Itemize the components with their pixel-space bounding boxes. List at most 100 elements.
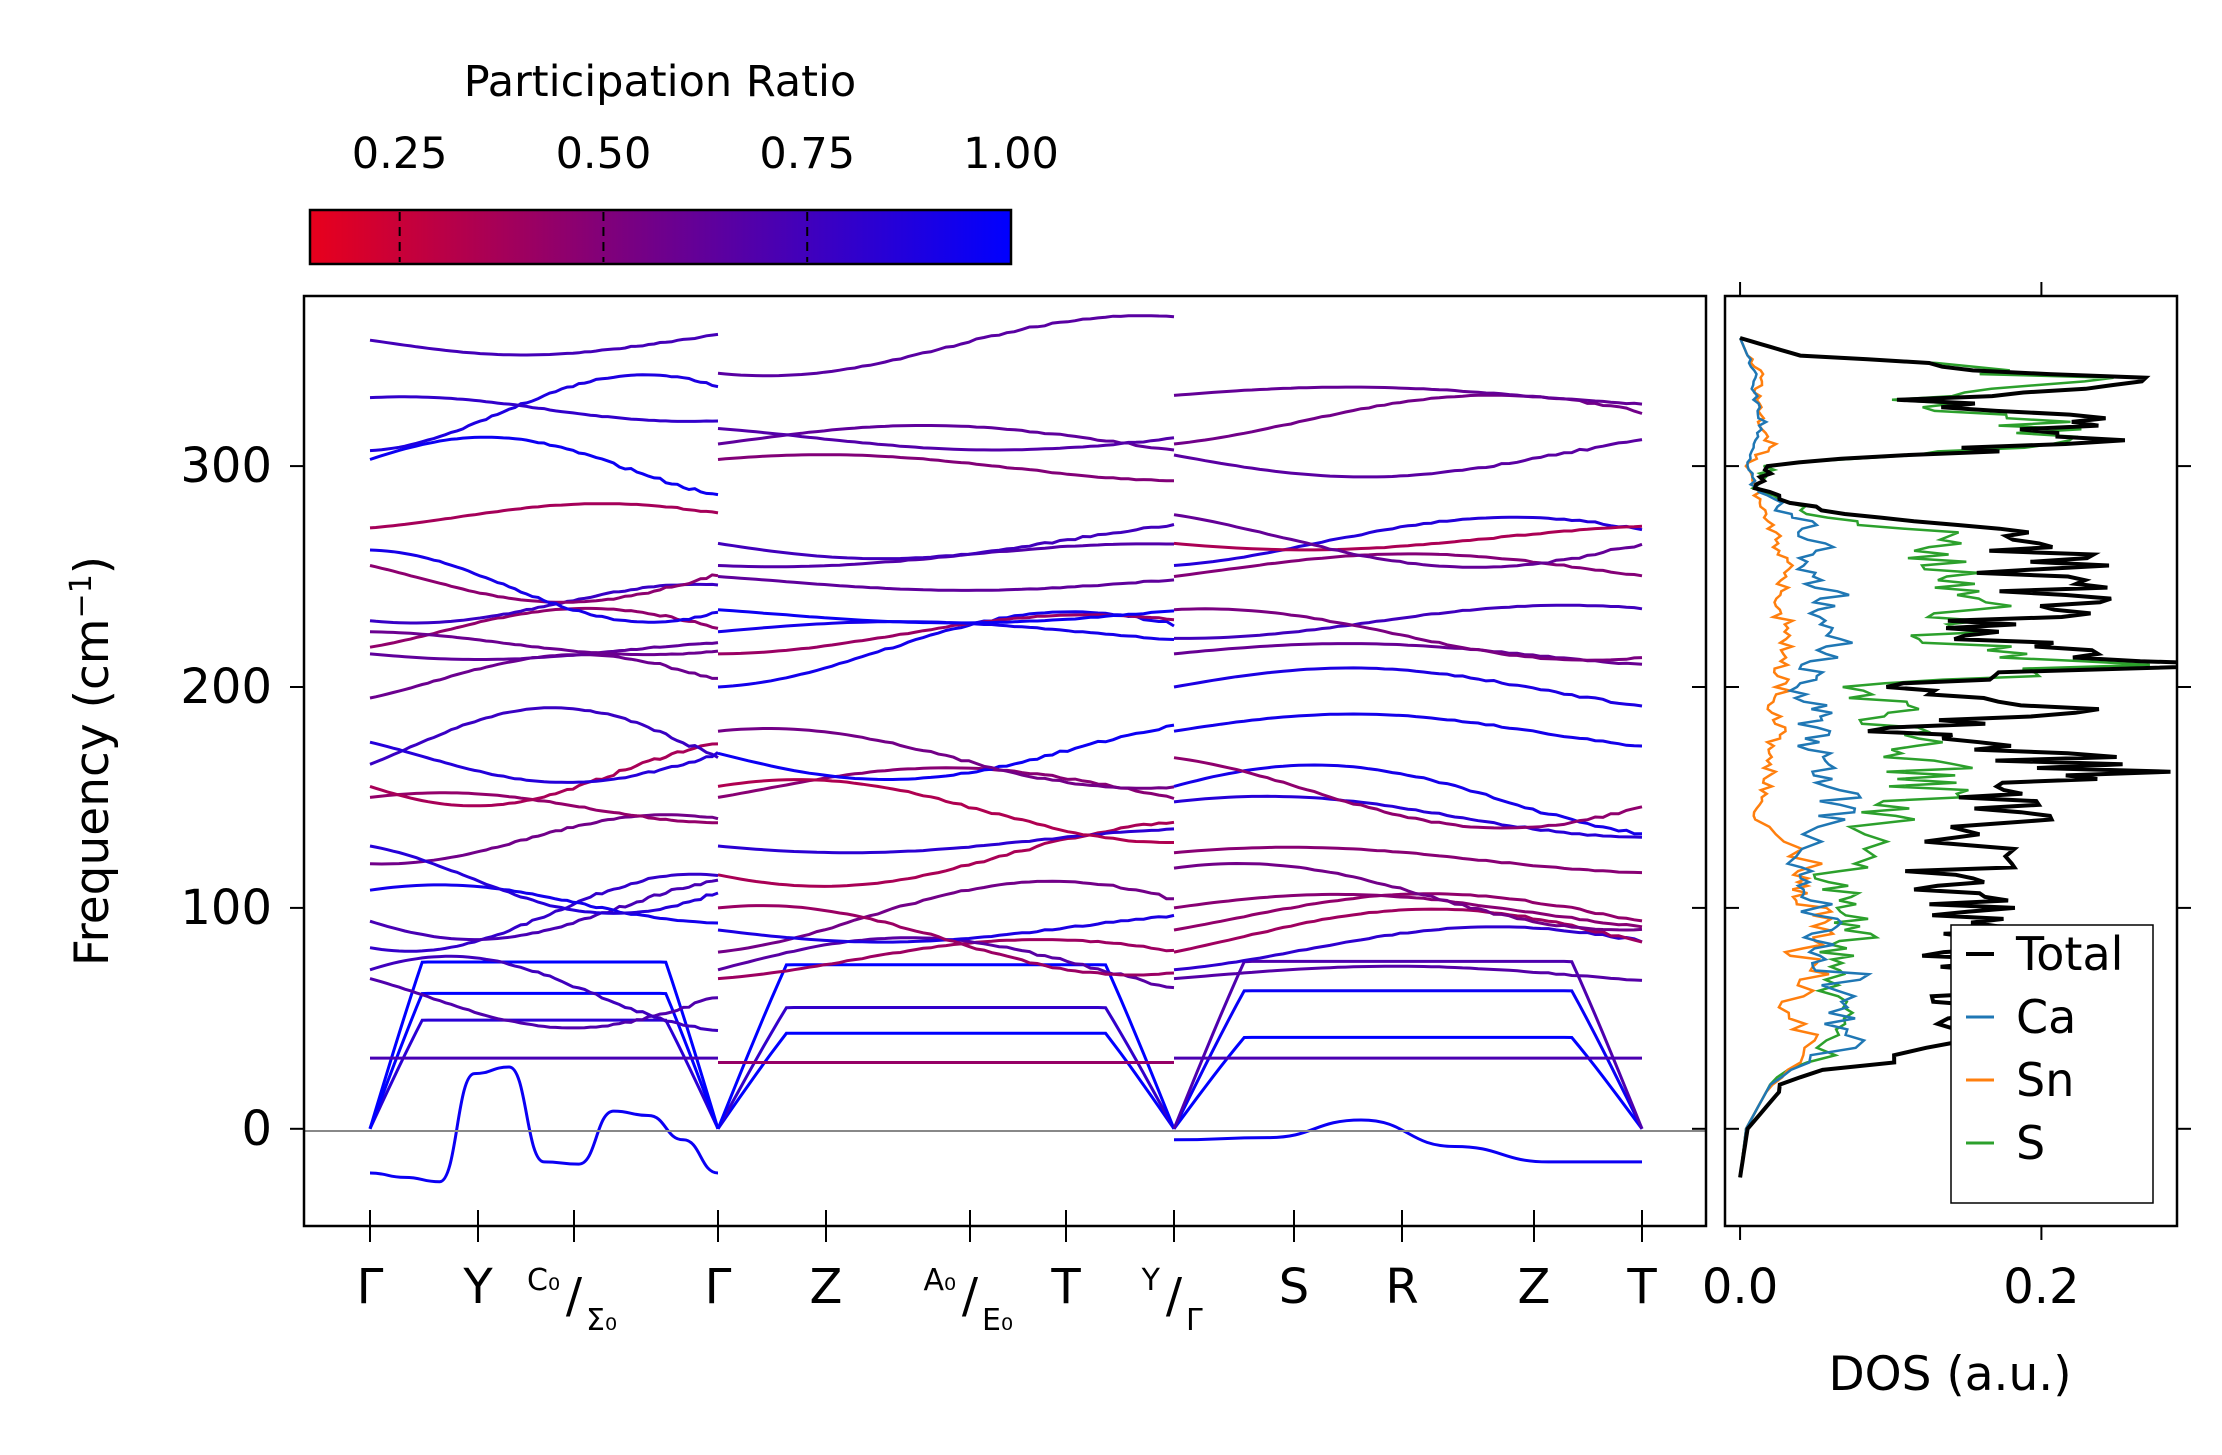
band-x-ticks: Γ Y C₀ / Σ₀Γ Z A₀ / E₀T Y / ΓS R Z T xyxy=(357,1210,1657,1338)
phonon-branch xyxy=(1172,1035,1644,1130)
phonon-branch xyxy=(369,435,719,497)
k-point-label: T xyxy=(1626,1259,1657,1315)
phonon-branch xyxy=(717,727,1175,790)
y-tick-label: 200 xyxy=(180,659,272,715)
phonon-branch xyxy=(1173,925,1643,972)
phonon-branch xyxy=(369,977,719,1030)
phonon-branch xyxy=(717,827,1175,855)
phonon-branch xyxy=(717,523,1175,561)
phonon-branch xyxy=(369,844,719,915)
phonon-branch xyxy=(717,610,1175,689)
k-point-label: Y / Γ xyxy=(1141,1263,1203,1338)
colorbar-tick-label: 0.75 xyxy=(759,129,855,179)
phonon-branch xyxy=(717,608,1175,625)
phonon-branch xyxy=(369,630,719,657)
k-point-label-sup: C₀ xyxy=(527,1263,560,1298)
colorbar-title: Participation Ratio xyxy=(464,57,857,107)
colorbar-tick-labels: 0.25 0.50 0.75 1.00 xyxy=(352,129,1059,179)
k-point-label: C₀ / Σ₀ xyxy=(527,1263,617,1338)
phonon-branch xyxy=(369,872,719,953)
phonon-branch xyxy=(369,373,719,453)
legend-frame xyxy=(1950,924,2154,1204)
phonon-branch xyxy=(716,1006,1176,1130)
phonon-branch xyxy=(368,960,720,1130)
phonon-branch xyxy=(717,820,1175,888)
phonon-branch xyxy=(1173,524,1643,552)
phonon-branch xyxy=(369,606,719,649)
k-point-label: Y xyxy=(462,1259,493,1315)
k-point-label-sup: Y xyxy=(1141,1263,1161,1298)
phonon-branch xyxy=(717,938,1175,981)
k-point-label: S xyxy=(1279,1259,1309,1315)
colorbar-gradient xyxy=(308,208,1013,266)
phonon-branch xyxy=(369,395,719,423)
phonon-branch xyxy=(717,575,1175,592)
k-point-label: R xyxy=(1385,1259,1418,1315)
phonon-branch xyxy=(1172,989,1644,1130)
dos-axes-frame xyxy=(1723,294,2179,1228)
y-tick-label: 300 xyxy=(180,438,272,494)
phonon-branch xyxy=(1173,794,1643,839)
colorbar: Participation Ratio 0.25 0.50 0.75 1.00 xyxy=(308,57,1059,266)
phonon-branch xyxy=(369,954,719,1032)
phonon-branch xyxy=(1173,756,1643,830)
phonon-branch xyxy=(369,740,719,784)
phonon-branch xyxy=(1173,385,1643,406)
phonon-branch xyxy=(716,963,1176,1130)
phonon-branch xyxy=(717,613,1175,656)
phonon-branch xyxy=(1173,861,1643,932)
phonon-branch xyxy=(369,653,718,700)
band-y-ticks: 0 100 200 300 xyxy=(180,438,1706,1157)
legend-label: Ca xyxy=(2016,990,2076,1044)
k-point-label-sub: Γ xyxy=(1186,1303,1203,1338)
phonon-branch xyxy=(1173,552,1643,578)
phonon-branch xyxy=(369,791,719,825)
legend-label: Total xyxy=(2015,927,2123,981)
phonon-branch xyxy=(369,582,719,625)
phonon-branch xyxy=(368,1018,720,1130)
phonon-branch xyxy=(717,314,1175,378)
phonon-branch xyxy=(1172,959,1644,1130)
phonon-branch xyxy=(717,723,1175,781)
y-tick-label: 100 xyxy=(180,880,272,936)
k-point-label: Γ xyxy=(705,1259,732,1315)
k-point-label: Z xyxy=(1518,1259,1551,1315)
k-point-label: A₀ / E₀ xyxy=(923,1263,1013,1338)
dos-x-tick-label: 0.0 xyxy=(1702,1259,1778,1315)
phonon-branch xyxy=(1173,845,1643,875)
colorbar-tick-label: 0.25 xyxy=(352,129,448,179)
k-point-label: Γ xyxy=(357,1259,384,1315)
legend-label: S xyxy=(2016,1116,2045,1170)
dos-ticks: 0.0 0.2 xyxy=(1702,282,2191,1315)
phonon-branch xyxy=(1173,607,1643,662)
phonon-branch xyxy=(369,332,719,357)
phonon-branch xyxy=(1173,666,1643,708)
k-point-label-sub: Σ₀ xyxy=(586,1303,617,1338)
colorbar-tick-label: 1.00 xyxy=(963,129,1059,179)
phonon-bands xyxy=(368,314,1644,1184)
k-point-label-slash: / xyxy=(1166,1268,1183,1324)
dos-x-axis-label: DOS (a.u.) xyxy=(1828,1347,2071,1402)
phonon-branch xyxy=(1173,513,1643,569)
legend-label: Sn xyxy=(2016,1053,2074,1107)
k-point-label-sub: E₀ xyxy=(982,1303,1013,1338)
phonon-branch xyxy=(1173,763,1642,836)
phonon-branch xyxy=(1173,515,1643,567)
imaginary-phonon-branch xyxy=(369,1065,719,1184)
phonon-branch xyxy=(717,778,1174,844)
phonon-branch xyxy=(717,427,1175,452)
phonon-branch xyxy=(368,991,720,1130)
k-point-label: Z xyxy=(810,1259,843,1315)
imaginary-phonon-branch xyxy=(1173,1118,1642,1164)
phonon-branch xyxy=(1173,393,1643,446)
dos-panel: 0.0 0.2 DOS (a.u.) Total Ca Sn S xyxy=(1702,282,2191,1402)
k-point-label: T xyxy=(1050,1259,1081,1315)
phonon-branch xyxy=(369,878,719,942)
phonon-branch xyxy=(369,883,719,925)
phonon-branch xyxy=(1173,642,1643,666)
phonon-branch xyxy=(716,1031,1176,1130)
dos-x-tick-label: 0.2 xyxy=(2003,1259,2079,1315)
k-point-label-sup: A₀ xyxy=(923,1263,956,1298)
